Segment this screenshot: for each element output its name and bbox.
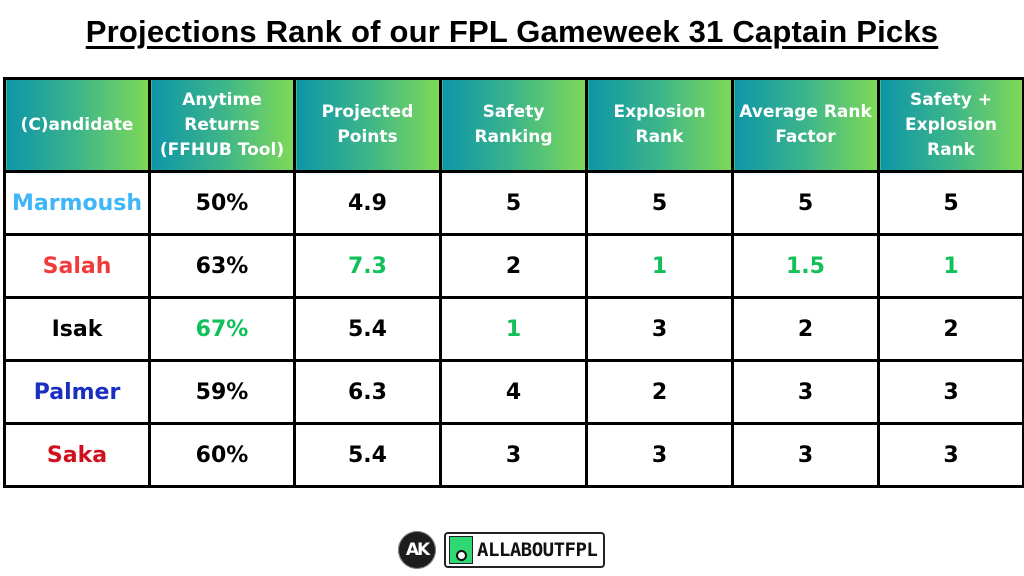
candidate-name: Palmer <box>3 359 151 425</box>
anytime-returns-cell: 59% <box>148 359 296 425</box>
explosion-rank-cell: 1 <box>585 233 734 299</box>
header-row: (C)andidate Anytime Returns (FFHUB Tool)… <box>3 77 1024 173</box>
explosion-rank-cell: 3 <box>585 422 734 488</box>
football-boot-icon <box>449 536 473 564</box>
table-row: Marmoush 50% 4.9 5 5 5 5 <box>3 170 1024 236</box>
anytime-returns-cell: 60% <box>148 422 296 488</box>
safety-ranking-cell: 1 <box>439 296 588 362</box>
projected-points-cell: 4.9 <box>293 170 442 236</box>
ak-logo-icon: AK <box>398 531 436 569</box>
header-safety-explosion-rank: Safety + Explosion Rank <box>877 77 1024 173</box>
anytime-returns-cell: 63% <box>148 233 296 299</box>
brand-text: ALLABOUTFPL <box>477 539 598 561</box>
average-rank-cell: 3 <box>731 422 880 488</box>
combined-rank-cell: 2 <box>877 296 1024 362</box>
safety-ranking-cell: 4 <box>439 359 588 425</box>
safety-ranking-cell: 2 <box>439 233 588 299</box>
table-row: Salah 63% 7.3 2 1 1.5 1 <box>3 233 1024 299</box>
combined-rank-cell: 5 <box>877 170 1024 236</box>
footer-branding: AK ALLABOUTFPL <box>398 530 606 570</box>
projected-points-cell: 5.4 <box>293 296 442 362</box>
candidate-name: Salah <box>3 233 151 299</box>
average-rank-cell: 3 <box>731 359 880 425</box>
table-row: Saka 60% 5.4 3 3 3 3 <box>3 422 1024 488</box>
allaboutfpl-logo: ALLABOUTFPL <box>444 532 606 568</box>
projected-points-cell: 7.3 <box>293 233 442 299</box>
anytime-returns-cell: 67% <box>148 296 296 362</box>
header-anytime-returns: Anytime Returns (FFHUB Tool) <box>148 77 296 173</box>
combined-rank-cell: 3 <box>877 359 1024 425</box>
average-rank-cell: 1.5 <box>731 233 880 299</box>
combined-rank-cell: 1 <box>877 233 1024 299</box>
explosion-rank-cell: 2 <box>585 359 734 425</box>
table-row: Isak 67% 5.4 1 3 2 2 <box>3 296 1024 362</box>
header-safety-ranking: Safety Ranking <box>439 77 588 173</box>
header-average-rank-factor: Average Rank Factor <box>731 77 880 173</box>
candidate-name: Isak <box>3 296 151 362</box>
safety-ranking-cell: 5 <box>439 170 588 236</box>
header-explosion-rank: Explosion Rank <box>585 77 734 173</box>
projected-points-cell: 5.4 <box>293 422 442 488</box>
table-row: Palmer 59% 6.3 4 2 3 3 <box>3 359 1024 425</box>
combined-rank-cell: 3 <box>877 422 1024 488</box>
average-rank-cell: 5 <box>731 170 880 236</box>
average-rank-cell: 2 <box>731 296 880 362</box>
explosion-rank-cell: 3 <box>585 296 734 362</box>
candidate-name: Marmoush <box>3 170 151 236</box>
page-title: Projections Rank of our FPL Gameweek 31 … <box>85 14 939 49</box>
header-projected-points: Projected Points <box>293 77 442 173</box>
candidate-name: Saka <box>3 422 151 488</box>
captain-picks-table: (C)andidate Anytime Returns (FFHUB Tool)… <box>3 77 1024 488</box>
safety-ranking-cell: 3 <box>439 422 588 488</box>
projected-points-cell: 6.3 <box>293 359 442 425</box>
explosion-rank-cell: 5 <box>585 170 734 236</box>
header-candidate: (C)andidate <box>3 77 151 173</box>
anytime-returns-cell: 50% <box>148 170 296 236</box>
